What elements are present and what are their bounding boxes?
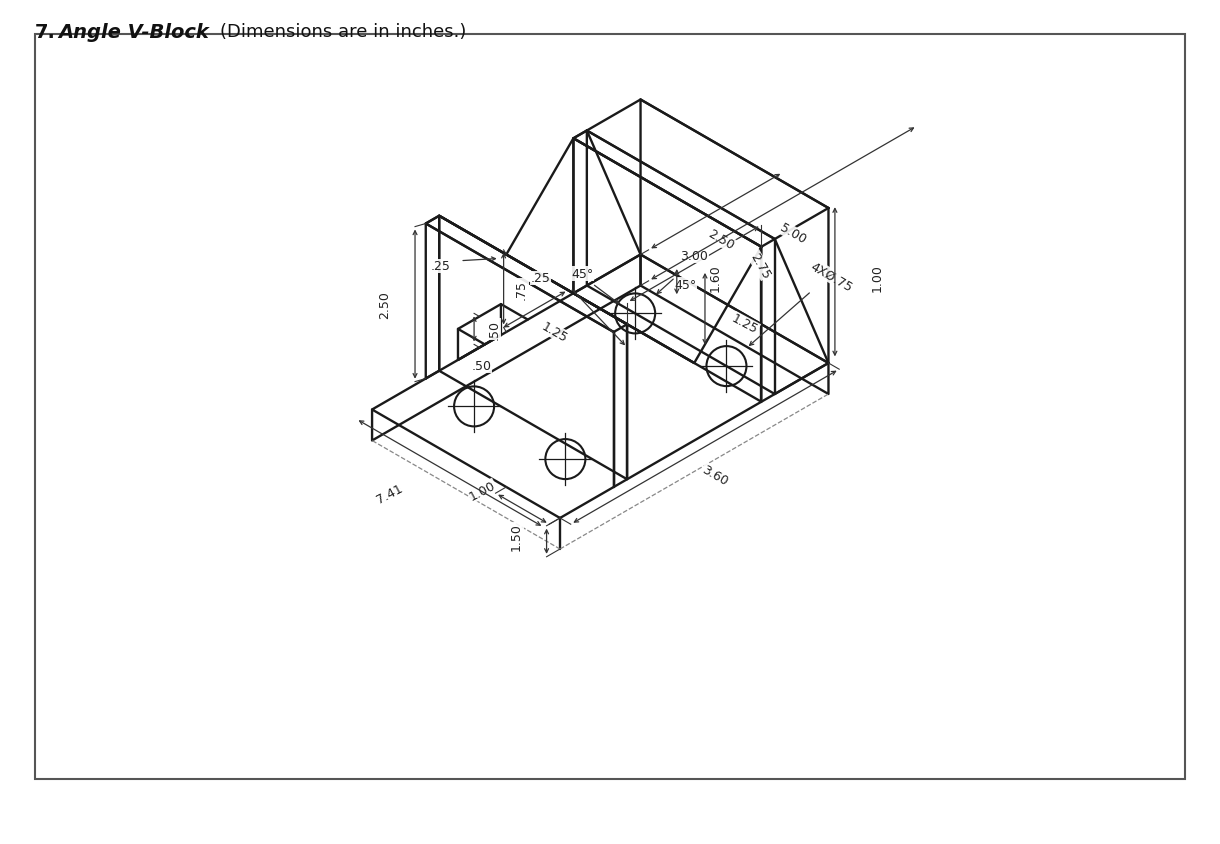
Text: 2.50: 2.50 bbox=[378, 291, 392, 319]
Text: 3.00: 3.00 bbox=[681, 250, 708, 263]
Text: Angle V-Block: Angle V-Block bbox=[59, 23, 209, 42]
Text: 7.41: 7.41 bbox=[375, 481, 405, 506]
Text: 1.00: 1.00 bbox=[870, 263, 883, 291]
Text: .75: .75 bbox=[515, 279, 528, 300]
Text: 45°: 45° bbox=[571, 268, 593, 281]
Text: .50: .50 bbox=[488, 320, 500, 339]
Bar bbox=[35, 35, 1185, 779]
Text: 4XØ.75: 4XØ.75 bbox=[808, 260, 855, 294]
Text: 1.50: 1.50 bbox=[510, 522, 523, 550]
Text: .25: .25 bbox=[431, 260, 450, 273]
Text: 2.75: 2.75 bbox=[748, 251, 772, 281]
Text: 2.50: 2.50 bbox=[705, 227, 736, 252]
Text: (Dimensions are in inches.): (Dimensions are in inches.) bbox=[220, 23, 466, 41]
Text: .50: .50 bbox=[472, 360, 492, 373]
Text: 7.: 7. bbox=[35, 23, 56, 42]
Text: .25: .25 bbox=[531, 272, 550, 284]
Text: 5.00: 5.00 bbox=[777, 221, 808, 246]
Text: 1.25: 1.25 bbox=[539, 320, 570, 344]
Text: 1.60: 1.60 bbox=[709, 263, 721, 291]
Text: 1.00: 1.00 bbox=[467, 479, 498, 503]
Text: 3.60: 3.60 bbox=[700, 463, 731, 488]
Text: 45°: 45° bbox=[675, 279, 697, 291]
Text: 1.25: 1.25 bbox=[730, 312, 760, 337]
